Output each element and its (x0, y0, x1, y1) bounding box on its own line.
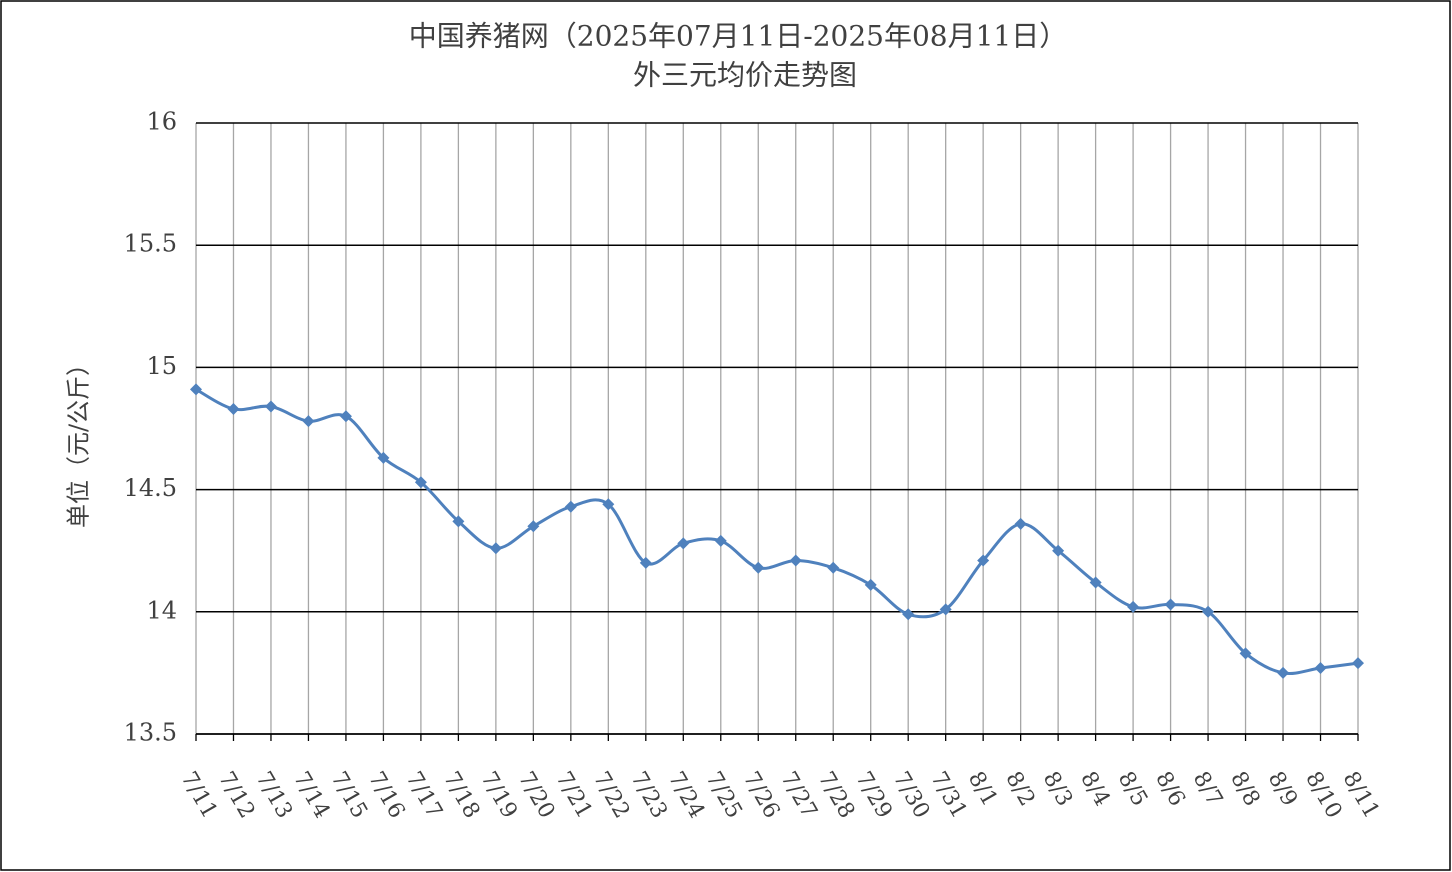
marker (977, 554, 990, 567)
marker (414, 476, 427, 489)
marker (752, 561, 765, 574)
marker (714, 534, 727, 547)
y-tick-label: 15 (146, 352, 177, 380)
marker (1352, 657, 1364, 670)
marker (190, 383, 202, 396)
marker (339, 410, 352, 423)
marker (377, 451, 390, 464)
y-tick-label: 15.5 (124, 230, 177, 258)
marker (639, 556, 652, 569)
marker (939, 603, 952, 616)
marker (564, 500, 577, 513)
chart-title: 中国养猪网（2025年07月11日-2025年08月11日） (409, 20, 1068, 53)
marker (1277, 666, 1290, 679)
y-tick-label: 13.5 (124, 719, 177, 747)
marker (452, 515, 465, 528)
marker (1314, 662, 1327, 675)
y-tick-label: 14.5 (124, 474, 177, 502)
marker (1127, 600, 1140, 613)
marker (827, 561, 840, 574)
marker (264, 400, 277, 413)
y-tick-label: 14 (146, 596, 177, 624)
marker (1239, 647, 1252, 660)
marker (1164, 598, 1177, 611)
y-axis-label: 单位（元/公斤） (65, 352, 93, 528)
marker (789, 554, 802, 567)
marker (1014, 517, 1027, 530)
marker (489, 542, 502, 555)
marker (677, 537, 690, 550)
marker (864, 578, 877, 591)
marker (227, 402, 240, 415)
marker (602, 498, 615, 511)
marker (302, 415, 315, 428)
marker (1052, 544, 1065, 557)
marker (902, 608, 915, 621)
chart-subtitle: 外三元均价走势图 (633, 59, 857, 92)
marker (1089, 576, 1102, 589)
marker (1202, 605, 1215, 618)
y-tick-label: 16 (146, 108, 177, 136)
marker (527, 520, 540, 533)
